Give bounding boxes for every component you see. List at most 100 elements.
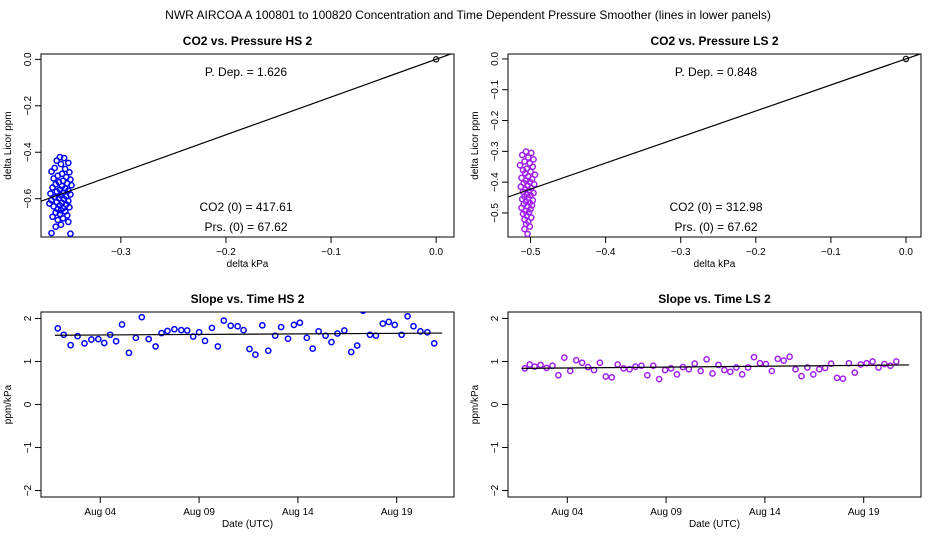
x-tick-label: Aug 19 [381,507,413,518]
data-point [340,327,348,334]
panel-title: Slope vs. Time HS 2 [191,292,305,306]
data-point [833,374,841,382]
y-tick-label: −1 [490,441,501,453]
y-tick-label: −0.3 [490,141,501,161]
annotation-pressure: Prs. (0) = 67.62 [674,220,757,234]
data-point [620,365,627,372]
y-tick-label: −0.4 [490,172,501,192]
data-point [277,323,285,331]
data-point [839,375,847,383]
data-point [100,339,108,347]
data-point [48,229,55,237]
data-point [391,321,399,329]
data-point [804,364,811,371]
data-point [220,317,228,324]
data-point [721,366,728,374]
plot-area [508,54,921,237]
data-point [328,338,335,346]
data-point [417,328,424,335]
x-tick-label: Aug 09 [650,507,682,518]
x-tick-label: 0.0 [899,247,913,258]
data-point [152,343,159,350]
data-point [649,362,657,370]
data-point [47,190,54,197]
data-point [234,322,241,330]
data-point [94,335,102,343]
y-tick-label: −2 [23,484,34,496]
y-tick-label: 0.0 [23,52,34,66]
y-tick-label: −0.4 [23,142,34,162]
panel-title: Slope vs. Time LS 2 [658,292,771,306]
data-point [303,334,311,342]
hs-pressure-panel: CO2 vs. Pressure HS 2 −0.3 −0.2 −0.1 0.0 0.0 −… [3,34,455,270]
data-point [555,371,562,379]
data-point [596,359,604,367]
plot-frame [40,311,455,498]
data-point [526,223,534,230]
x-axis-label: delta kPa [694,259,736,270]
ls-time-panel: Slope vs. Time LS 2 Aug 04 Aug 09 Aug 14 Aug… [470,292,922,530]
data-point [61,165,69,173]
x-tick-label: −0.3 [671,247,691,258]
fit-line [41,54,453,202]
plot-frame [507,53,922,238]
data-point [214,343,222,350]
data-point [410,322,417,330]
data-point [88,336,95,343]
data-point [537,361,544,369]
data-point [792,365,799,373]
data-point [53,188,61,195]
data-point [786,353,793,361]
data-point [531,171,539,179]
data-point [132,334,140,342]
x-axis-label: Date (UTC) [222,519,273,530]
x-tick-label: −0.4 [596,247,616,258]
data-point [66,168,73,176]
plot-area [521,353,910,383]
x-tick-label: −0.2 [216,247,236,258]
y-tick-label: 0 [490,401,501,407]
data-point [768,367,776,375]
main-title: NWR AIRCOA A 100801 to 100820 Concentrat… [165,8,771,22]
data-point [57,160,65,168]
annotation-intercept: CO2 (0) = 312.98 [669,200,762,214]
y-tick-label: −2 [490,484,501,496]
data-point [208,324,216,332]
data-point [112,337,120,345]
data-point [309,345,317,352]
panel-title: CO2 vs. Pressure HS 2 [183,34,313,48]
data-point [64,218,72,226]
y-axis-label: ppm/kPa [3,384,14,424]
data-point [290,321,298,329]
data-point [632,363,639,370]
annotation-slope: P. Dep. = 1.626 [205,65,288,79]
y-tick-label: −1 [23,441,34,453]
data-point [227,322,235,330]
data-point [608,374,616,381]
data-point [271,332,279,340]
data-point [661,366,669,374]
data-point [52,223,60,231]
data-point [201,337,209,345]
data-point [530,156,537,163]
data-point [252,351,259,358]
data-point [240,326,247,334]
annotation-slope: P. Dep. = 0.848 [675,65,758,79]
data-point [691,360,699,367]
data-point [398,331,405,339]
data-point [827,360,835,367]
data-point [171,325,178,333]
annotation-intercept: CO2 (0) = 417.61 [199,200,292,214]
data-point [177,326,185,334]
hs-time-panel: Slope vs. Time HS 2 Aug 04 Aug 09 Aug 14 Aug… [3,292,455,530]
data-point [57,221,65,229]
data-point [709,370,716,377]
data-point [798,372,805,380]
y-tick-label: 2 [490,315,501,321]
y-tick-label: 1 [490,358,501,364]
x-tick-label: Aug 04 [551,507,583,518]
data-point [673,371,681,378]
data-point [643,371,651,379]
data-point [560,354,568,361]
y-tick-label: 2 [23,315,34,321]
